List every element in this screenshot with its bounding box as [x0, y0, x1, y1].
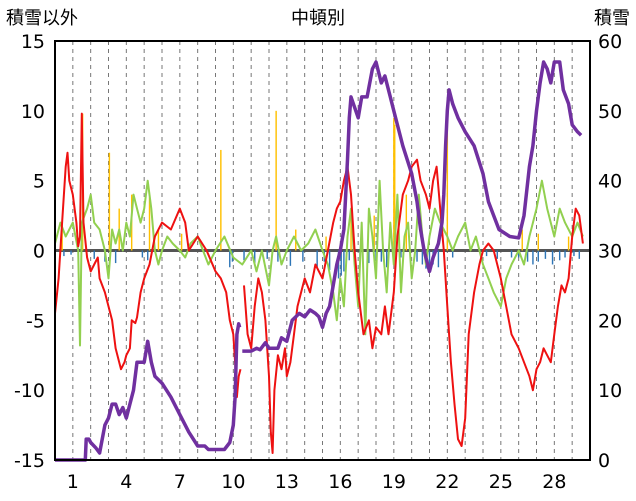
- precip-bar-negative: [302, 250, 304, 262]
- precip-bar-negative: [526, 250, 529, 262]
- precip-bar-negative: [578, 250, 581, 259]
- precip-bar-negative: [380, 250, 383, 262]
- y-left-tick-label: 5: [33, 171, 45, 193]
- y-left-tick-label: 10: [21, 101, 45, 123]
- x-tick-label: 4: [120, 471, 132, 493]
- precip-bar-negative: [340, 250, 342, 276]
- precip-bar-negative: [243, 250, 245, 261]
- precip-bar-negative: [532, 250, 534, 265]
- precip-bar-negative: [558, 250, 561, 261]
- precip-bar-positive: [567, 236, 570, 251]
- precip-bar-positive: [521, 229, 523, 251]
- precip-bar-negative: [114, 250, 117, 264]
- x-tick-label: 19: [382, 471, 406, 493]
- y-left-tick-label: 15: [21, 31, 45, 53]
- chart-title: 中頓別: [291, 8, 345, 29]
- precip-bar-negative: [510, 250, 513, 258]
- y-left-tick-label: -5: [26, 310, 45, 332]
- precip-bar-negative: [70, 250, 72, 255]
- precip-bar-positive: [148, 197, 151, 251]
- precip-bar-negative: [517, 250, 520, 258]
- precip-bar-positive: [405, 194, 408, 251]
- precip-bar-positive: [157, 229, 160, 251]
- precip-bar-negative: [551, 250, 554, 265]
- y-left-tick-label: 0: [33, 241, 45, 263]
- precip-bar-negative: [451, 250, 454, 258]
- precip-bar-negative: [428, 250, 431, 272]
- precip-bar-positive: [373, 215, 375, 251]
- precip-bar-negative: [93, 250, 95, 259]
- x-tick-label: 13: [275, 471, 299, 493]
- x-tick-label: 1: [67, 471, 79, 493]
- x-tick-label: 7: [174, 471, 186, 493]
- y-right-tick-label: 40: [598, 171, 622, 193]
- precip-bar-positive: [446, 124, 449, 251]
- y-right-tick-label: 10: [598, 380, 622, 402]
- right-axis-label: 積雪: [594, 8, 630, 29]
- left-axis-label: 積雪以外: [6, 8, 78, 29]
- temperature-line: [54, 112, 242, 399]
- x-tick-label: 22: [435, 471, 459, 493]
- precip-bar-negative: [316, 250, 318, 268]
- snow-depth-line: [55, 322, 242, 462]
- precip-bar-negative: [537, 250, 539, 262]
- precip-bar-positive: [220, 149, 222, 251]
- y-left-tick-label: -15: [14, 450, 45, 472]
- y-right-tick-label: 20: [598, 310, 622, 332]
- y-right-tick-label: 0: [598, 450, 610, 472]
- precip-bar-negative: [485, 250, 488, 257]
- precip-bar-positive: [275, 110, 277, 251]
- precip-bar-negative: [544, 250, 547, 259]
- y-right-tick-label: 60: [598, 31, 622, 53]
- precip-bar-positive: [180, 233, 183, 251]
- precip-bar-negative: [328, 250, 331, 271]
- precip-bar-negative: [63, 250, 65, 257]
- precip-bar-negative: [573, 250, 575, 257]
- x-tick-label: 25: [489, 471, 513, 493]
- precip-bar-negative: [385, 250, 388, 268]
- precip-bar-negative: [289, 250, 292, 266]
- precip-bar-negative: [496, 250, 498, 259]
- precip-bar-negative: [421, 250, 424, 265]
- x-tick-label: 10: [221, 471, 245, 493]
- precip-bar-negative: [437, 250, 440, 268]
- snow-depth-line: [242, 60, 583, 353]
- precip-bar-positive: [350, 208, 352, 251]
- precip-bar-negative: [564, 250, 566, 258]
- x-tick-label: 28: [542, 471, 566, 493]
- y-right-tick-label: 30: [598, 241, 622, 263]
- precip-bar-negative: [141, 250, 144, 258]
- precip-bar-positive: [537, 233, 539, 251]
- precip-bar-negative: [277, 250, 279, 262]
- precip-bar-negative: [147, 250, 149, 261]
- temperature-diff-line: [54, 179, 584, 347]
- temperature-line: [243, 158, 584, 454]
- precip-bar-positive: [108, 152, 111, 251]
- precipitation-bars: [61, 110, 581, 279]
- y-left-tick-label: -10: [14, 380, 45, 402]
- precip-bar-positive: [325, 236, 327, 251]
- precip-bar-positive: [394, 124, 396, 251]
- precip-bar-positive: [393, 117, 395, 251]
- precip-bar-negative: [266, 250, 268, 259]
- precip-bar-negative: [368, 250, 370, 264]
- precip-bar-negative: [416, 250, 418, 262]
- precip-bar-negative: [254, 250, 256, 264]
- x-tick-label: 16: [328, 471, 352, 493]
- plot-frame: [54, 40, 591, 461]
- series-lines: [54, 60, 584, 462]
- precip-bar-negative: [400, 250, 402, 258]
- precip-bar-negative: [229, 250, 231, 268]
- y-right-tick-label: 50: [598, 101, 622, 123]
- precip-bar-negative: [348, 250, 350, 261]
- precip-bar-negative: [343, 250, 345, 272]
